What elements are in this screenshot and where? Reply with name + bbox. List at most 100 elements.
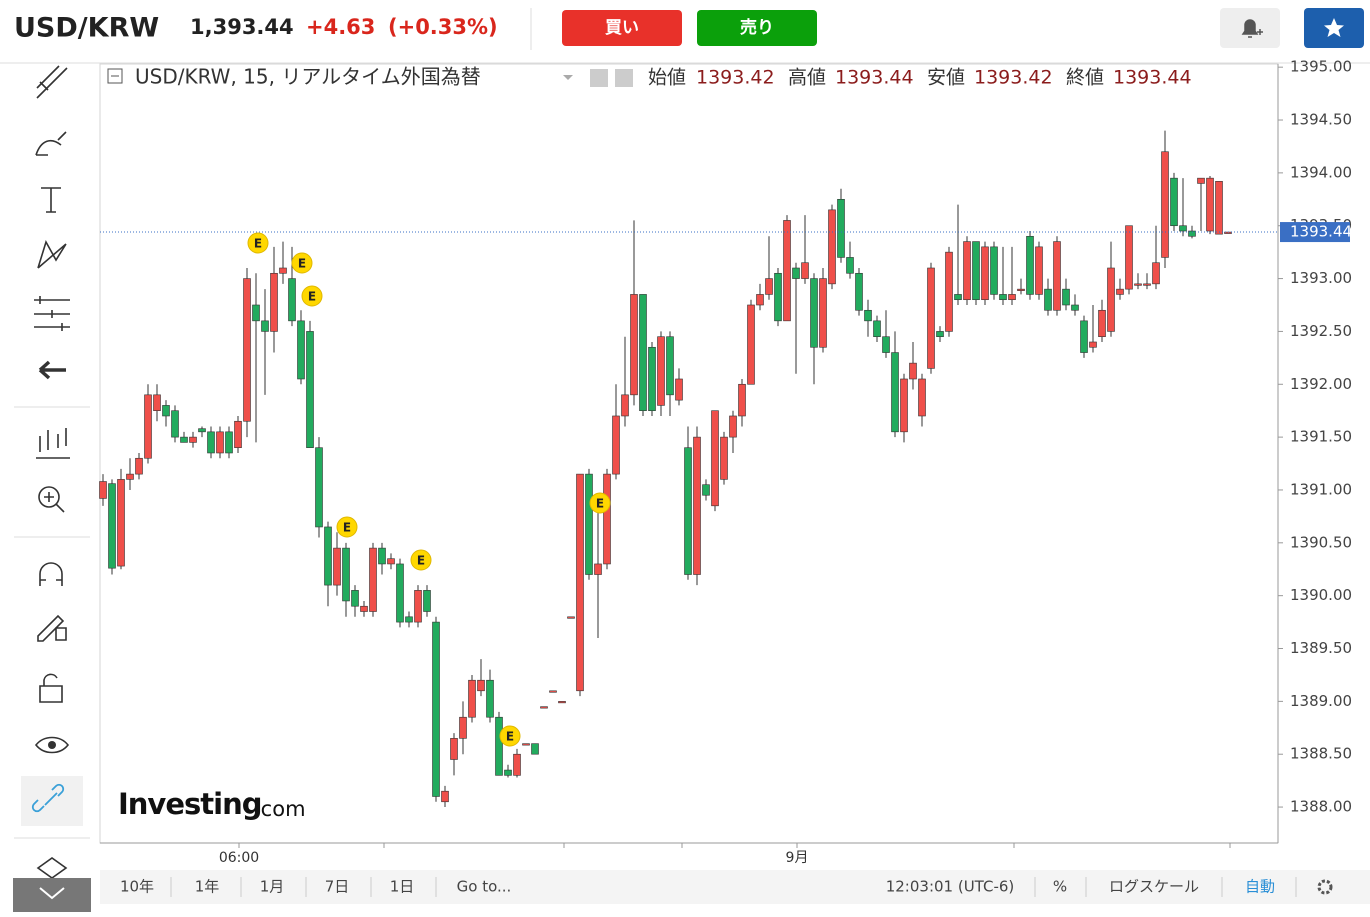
clock: 12:03:01 (UTC-6) [886, 878, 1015, 896]
close-value: 1393.44 [1113, 67, 1192, 89]
high-value: 1393.44 [835, 67, 914, 89]
tool-lock[interactable] [39, 673, 63, 703]
y-tick-label: 1394.00 [1290, 163, 1352, 181]
sell-button[interactable] [697, 10, 817, 46]
candle-body [576, 473, 584, 692]
tool-back[interactable] [38, 360, 66, 380]
tool-eye[interactable] [34, 736, 70, 754]
range-button[interactable]: 10年 [120, 878, 154, 896]
candle-body [891, 352, 899, 433]
candle-body [882, 336, 890, 353]
event-marker[interactable] [410, 549, 432, 571]
candle-body [1080, 320, 1088, 353]
tool-text[interactable] [41, 187, 61, 213]
candle-body [702, 484, 710, 496]
candle-body [270, 272, 278, 332]
candle-body [477, 679, 485, 692]
event-label: E [596, 497, 604, 511]
event-marker[interactable] [336, 516, 358, 538]
range-button[interactable]: 1月 [260, 878, 285, 896]
dropdown[interactable] [563, 75, 573, 80]
candle-body [369, 547, 377, 612]
tool-magnet[interactable] [39, 562, 63, 586]
candle-body [1179, 225, 1187, 232]
candle-body [342, 547, 350, 602]
collapse-button[interactable] [13, 878, 91, 912]
eye-box[interactable] [590, 69, 608, 87]
buy-label[interactable]: 買い [605, 18, 639, 38]
candle-body [675, 378, 683, 401]
header-bg [0, 0, 1370, 62]
tool-brush[interactable] [35, 131, 67, 156]
tool-lock-draw[interactable] [37, 614, 67, 642]
candle-body [1125, 225, 1133, 290]
candle-body [1098, 309, 1106, 338]
candle-body [171, 410, 179, 438]
settings-icon[interactable] [1317, 879, 1333, 895]
change: +4.63 [306, 15, 375, 39]
event-marker[interactable] [499, 725, 521, 747]
candle-body [693, 436, 701, 575]
log-button[interactable]: ログスケール [1109, 878, 1199, 896]
tool-candles[interactable] [36, 428, 70, 459]
collapse-box[interactable] [107, 68, 123, 84]
event-label: E [506, 730, 514, 744]
candle-body [1134, 283, 1142, 286]
candle-body [1053, 241, 1061, 311]
plot: E E E E E E E [99, 66, 1283, 848]
candle-body [216, 431, 224, 454]
range-button[interactable]: 7日 [325, 878, 350, 896]
candle-body [765, 278, 773, 295]
candle-body [1035, 246, 1043, 295]
y-tick-label: 1389.00 [1290, 692, 1352, 710]
candle-body [1197, 177, 1205, 184]
candle-body [972, 241, 980, 301]
sell-label[interactable]: 売り [740, 17, 774, 38]
candle-body [684, 447, 692, 575]
candle-body [837, 198, 845, 258]
event-label: E [308, 290, 316, 304]
event-label: E [343, 521, 351, 535]
candle-body [198, 428, 206, 433]
candle-body [954, 294, 962, 301]
buy-button[interactable] [562, 10, 682, 46]
candle-body [657, 336, 665, 406]
tool-layers[interactable] [36, 857, 68, 879]
range-button[interactable]: 1日 [390, 878, 415, 896]
gear-box[interactable] [615, 69, 633, 87]
price: 1,393.44 [190, 15, 294, 39]
candle-body [414, 590, 422, 623]
eye-pupil [48, 741, 56, 749]
event-marker[interactable] [291, 252, 313, 274]
tool-zoom[interactable] [38, 486, 60, 508]
logo-brand: Investing [118, 787, 261, 821]
goto-button[interactable]: Go to... [457, 878, 512, 896]
event-label: E [298, 257, 306, 271]
event-marker[interactable] [589, 492, 611, 514]
y-tick-label: 1388.00 [1290, 798, 1352, 816]
candle-body [441, 790, 449, 803]
event-marker[interactable] [247, 232, 269, 254]
candle-body [558, 701, 566, 704]
tool-link-bg[interactable] [21, 776, 83, 826]
tool-measure[interactable] [34, 296, 70, 331]
candle-body [711, 410, 719, 507]
candle-body [207, 431, 215, 454]
bell-icon [1241, 19, 1263, 38]
candle-body [585, 473, 593, 575]
tool-pattern[interactable] [37, 239, 67, 269]
percent-button[interactable]: % [1053, 878, 1067, 896]
candle-body [792, 267, 800, 279]
candle-body [360, 605, 368, 612]
legend-title: USD/KRW, 15, リアルタイム外国為替 [135, 65, 481, 89]
candle-body [1107, 267, 1115, 332]
event-marker[interactable] [301, 285, 323, 307]
auto-button[interactable]: 自動 [1245, 878, 1275, 896]
candle-body [405, 616, 413, 623]
tool-lines[interactable] [36, 65, 68, 99]
range-button[interactable]: 1年 [195, 878, 220, 896]
symbol: USD/KRW [14, 13, 159, 44]
candle-body [639, 294, 647, 411]
candle-body [522, 743, 530, 746]
